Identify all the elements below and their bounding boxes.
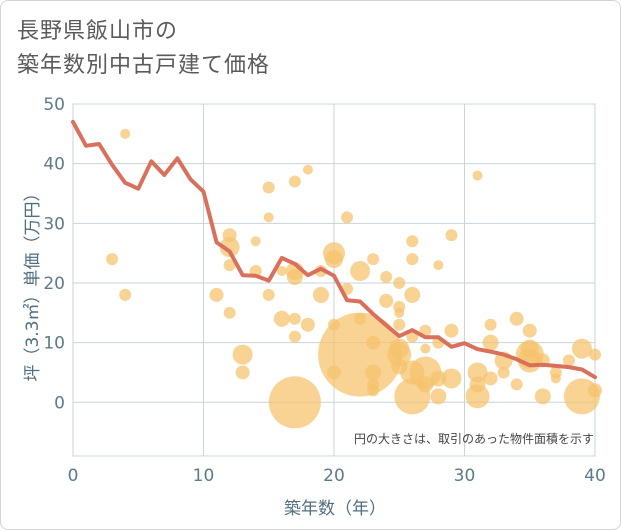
bubble-layer: [106, 128, 602, 429]
bubble-point: [420, 343, 431, 354]
bubble-point: [286, 269, 303, 286]
bubble-point: [235, 365, 250, 380]
bubble-point: [510, 378, 523, 391]
bubble-point: [497, 366, 510, 379]
bubble-point: [288, 175, 301, 188]
bubble-point: [223, 259, 236, 272]
x-tick-label: 20: [323, 466, 345, 486]
chart-title: 長野県飯山市の 築年数別中古戸建て価格: [17, 15, 270, 83]
x-tick-label: 10: [193, 466, 215, 486]
bubble-point: [341, 211, 354, 224]
bubble-point: [465, 384, 490, 409]
bubble-point: [367, 384, 380, 397]
x-tick-label: 40: [584, 466, 606, 486]
bubble-point: [219, 237, 240, 258]
bubble-point: [379, 293, 394, 308]
bubble-point: [119, 288, 132, 301]
bubble-point: [393, 318, 406, 331]
bubble-point: [273, 310, 290, 327]
y-axis-label: 坪（3.3㎡）単価（万円）: [23, 184, 43, 381]
bubble-point: [467, 362, 488, 383]
bubble-point: [350, 261, 371, 282]
bubble-point: [445, 229, 458, 242]
bubble-point: [550, 373, 561, 384]
bubble-point: [482, 334, 499, 351]
bubble-point: [430, 388, 447, 405]
y-tick-label: 10: [43, 334, 65, 354]
bubble-point: [394, 307, 405, 318]
bubble-point: [433, 260, 444, 271]
bubble-point: [268, 376, 321, 429]
bubble-point: [444, 323, 459, 338]
bubble-point: [562, 354, 575, 367]
bubble-point: [276, 266, 287, 277]
bubble-point: [232, 344, 253, 365]
y-tick-label: 40: [43, 155, 65, 175]
bubble-point: [406, 253, 419, 266]
bubble-point: [106, 253, 119, 266]
average-price-line: [71, 119, 597, 380]
bubble-point: [209, 287, 224, 302]
bubble-point: [288, 330, 301, 343]
bubble-point: [483, 371, 498, 386]
bubble-point: [302, 164, 313, 175]
bubble-point: [472, 170, 483, 181]
bubble-point: [393, 276, 406, 289]
bubble-point: [325, 250, 343, 269]
bubble-point: [318, 312, 403, 397]
bubble-point: [509, 311, 524, 326]
bubble-point: [300, 317, 315, 332]
bubble-point: [120, 128, 131, 139]
bubble-point: [354, 312, 367, 325]
y-tick-label: 30: [43, 214, 65, 234]
title-line-2: 築年数別中古戸建て価格: [17, 53, 271, 78]
grid-lines: [72, 103, 596, 457]
bubble-point: [484, 318, 497, 331]
bubble-point: [365, 364, 382, 381]
bubble-point: [380, 271, 393, 284]
bubble-point: [522, 323, 537, 338]
title-line-1: 長野県飯山市の: [17, 19, 179, 44]
bubble-point: [263, 212, 274, 223]
bubble-point: [404, 286, 421, 303]
bubble-point: [417, 376, 434, 393]
bubble-point: [387, 342, 412, 367]
bubble-size-note: 円の大きさは、取引のあった物件面積を示す: [354, 431, 594, 446]
bubble-point: [589, 348, 601, 361]
bubble-point: [262, 288, 275, 301]
bubble-point: [288, 312, 301, 325]
x-tick-label: 30: [454, 466, 476, 486]
y-tick-label: 20: [43, 274, 65, 294]
bubble-point: [571, 338, 592, 359]
bubble-point: [534, 388, 551, 405]
bubble-point: [223, 306, 236, 319]
bubble-point: [222, 228, 237, 243]
x-tick-label: 0: [68, 466, 79, 486]
bubble-point: [441, 368, 462, 389]
bubble-point: [312, 286, 329, 303]
y-tick-label: 0: [54, 393, 65, 413]
tick-labels: 0 10 20 30 40 50 0 10 20 30 40: [43, 95, 605, 486]
bubble-point: [262, 181, 275, 194]
bubble-point: [250, 236, 261, 247]
trend-line-layer: [71, 119, 597, 380]
y-tick-label: 50: [43, 95, 65, 115]
bubble-point: [406, 235, 419, 248]
bubble-point: [366, 335, 381, 350]
bubble-point: [367, 253, 380, 266]
bubble-point: [588, 383, 602, 398]
x-axis-label: 築年数（年）: [284, 499, 386, 519]
